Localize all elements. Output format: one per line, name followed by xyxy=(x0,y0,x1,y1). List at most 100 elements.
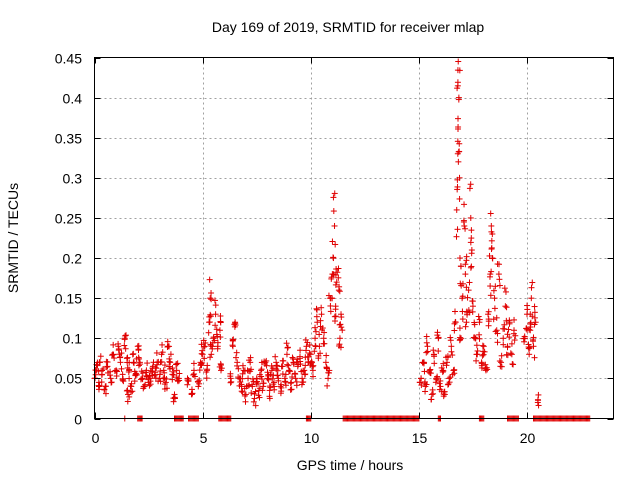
data-point xyxy=(455,158,462,165)
data-point xyxy=(251,391,258,398)
data-point xyxy=(511,316,518,323)
data-point xyxy=(201,343,208,350)
data-point xyxy=(101,386,108,393)
data-point xyxy=(169,365,176,372)
data-point xyxy=(338,314,345,321)
data-point xyxy=(300,378,307,385)
data-point xyxy=(229,337,236,344)
data-point xyxy=(258,376,265,383)
data-point xyxy=(309,363,316,370)
data-point xyxy=(115,340,122,347)
data-point xyxy=(444,353,451,360)
data-point xyxy=(129,388,136,395)
data-point xyxy=(473,342,480,349)
data-point xyxy=(297,347,304,354)
data-point xyxy=(206,319,213,326)
data-point xyxy=(436,380,443,387)
data-point xyxy=(130,350,137,357)
data-point xyxy=(307,351,314,358)
data-point xyxy=(118,365,125,372)
data-point xyxy=(489,255,496,262)
data-point xyxy=(464,294,471,301)
data-point xyxy=(485,308,492,315)
data-point xyxy=(479,352,486,359)
data-point xyxy=(122,345,129,352)
data-point xyxy=(503,351,510,358)
x-tick-label: 0 xyxy=(92,430,100,446)
data-point xyxy=(508,340,515,347)
data-point xyxy=(317,350,324,357)
data-point xyxy=(306,350,313,357)
data-point xyxy=(283,351,290,358)
data-point xyxy=(116,354,123,361)
data-point xyxy=(282,382,289,389)
data-point xyxy=(302,371,309,378)
data-point xyxy=(212,311,219,318)
y-tick-label: 0.4 xyxy=(63,91,83,107)
data-point xyxy=(490,287,497,294)
data-point xyxy=(282,378,289,385)
data-point xyxy=(506,334,513,341)
data-point xyxy=(191,373,198,380)
data-point xyxy=(204,366,211,373)
data-point xyxy=(153,349,160,356)
data-point xyxy=(476,335,483,342)
data-point xyxy=(456,195,463,202)
data-point xyxy=(255,380,262,387)
data-point xyxy=(184,377,191,384)
data-point xyxy=(208,296,215,303)
data-point xyxy=(288,379,295,386)
data-point xyxy=(155,378,162,385)
data-point xyxy=(99,367,106,374)
data-point xyxy=(287,380,294,387)
data-point xyxy=(531,321,538,328)
data-point xyxy=(203,375,210,382)
data-point xyxy=(154,361,161,368)
data-point xyxy=(535,402,542,409)
data-point xyxy=(199,359,206,366)
data-point xyxy=(475,313,482,320)
data-point xyxy=(207,313,214,320)
data-point xyxy=(316,343,323,350)
data-point xyxy=(234,362,241,369)
data-point xyxy=(318,311,325,318)
data-point xyxy=(318,304,325,311)
data-point xyxy=(430,347,437,354)
data-point xyxy=(126,366,133,373)
data-point xyxy=(275,377,282,384)
y-axis-label: SRMTID / TECUs xyxy=(5,183,21,293)
data-point xyxy=(468,235,475,242)
data-point xyxy=(170,398,177,405)
data-point xyxy=(232,322,239,329)
data-point xyxy=(439,369,446,376)
data-point xyxy=(332,306,339,313)
data-point xyxy=(526,344,533,351)
data-point xyxy=(462,323,469,330)
data-point xyxy=(458,263,465,270)
data-point xyxy=(245,375,252,382)
data-point xyxy=(447,337,454,344)
data-point xyxy=(166,363,173,370)
data-point xyxy=(232,354,239,361)
data-point xyxy=(339,327,346,334)
data-point xyxy=(185,378,192,385)
data-point xyxy=(263,357,270,364)
data-point xyxy=(327,308,334,315)
data-point xyxy=(284,344,291,351)
data-point xyxy=(174,360,181,367)
data-point xyxy=(449,352,456,359)
data-point xyxy=(207,342,214,349)
data-point xyxy=(456,67,463,74)
data-point xyxy=(331,190,338,197)
y-tick-label: 0.45 xyxy=(55,51,82,67)
y-axis-tick-labels: 0 0.05 0.1 0.15 0.2 0.25 0.3 0.35 0.4 0.45 xyxy=(55,51,82,428)
data-point xyxy=(137,361,144,368)
data-point xyxy=(284,361,291,368)
data-point xyxy=(478,360,485,367)
data-point xyxy=(258,373,265,380)
data-point xyxy=(487,210,494,217)
data-point xyxy=(191,371,198,378)
data-point xyxy=(246,382,253,389)
data-point xyxy=(167,359,174,366)
data-point xyxy=(235,365,242,372)
